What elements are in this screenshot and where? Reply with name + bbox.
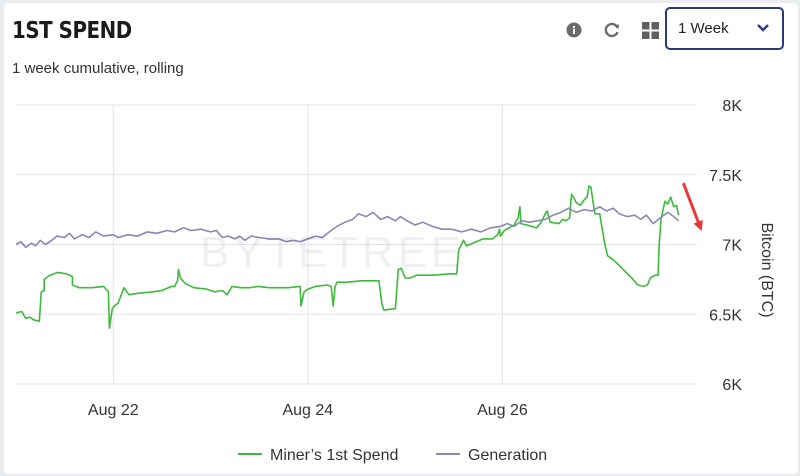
y-tick-label: 7.5K — [709, 168, 742, 185]
grid — [16, 104, 697, 385]
legend[interactable]: Miner’s 1st Spend Generation — [238, 447, 547, 464]
y-tick-label: 7K — [722, 238, 742, 255]
page-title: 1ST SPEND — [12, 18, 132, 44]
legend-item-generation[interactable]: Generation — [468, 447, 547, 464]
axes: 6K 6.5K 7K 7.5K 8K Aug 22 Aug 24 Aug 26 Bitcoin … — [88, 98, 775, 419]
grid-icon[interactable] — [640, 20, 660, 40]
red-arrow-annotation — [681, 182, 703, 232]
watermark: BYTETREE — [200, 228, 465, 277]
x-tick-label: Aug 22 — [88, 402, 139, 419]
generation-line — [15, 206, 680, 249]
y-tick-label: 8K — [722, 98, 742, 115]
x-tick-label: Aug 26 — [477, 402, 528, 419]
legend-item-miner-s-1st-spend[interactable]: Miner’s 1st Spend — [270, 447, 398, 464]
y-tick-label: 6K — [722, 377, 742, 394]
time-range-select[interactable]: 1 Week — [665, 7, 784, 50]
time-range-value: 1 Week — [678, 20, 729, 37]
chevron-down-icon — [756, 20, 770, 37]
y-tick-label: 6.5K — [709, 307, 742, 324]
page-subtitle: 1 week cumulative, rolling — [12, 60, 184, 77]
miner-s-1st-spend-line — [15, 185, 680, 330]
series-lines — [15, 185, 680, 330]
chart-card — [4, 3, 798, 474]
y-axis-label: Bitcoin (BTC) — [758, 222, 775, 317]
x-tick-label: Aug 24 — [282, 402, 333, 419]
annotations — [681, 182, 703, 232]
info-icon[interactable] — [564, 20, 584, 40]
refresh-icon[interactable] — [602, 20, 622, 40]
